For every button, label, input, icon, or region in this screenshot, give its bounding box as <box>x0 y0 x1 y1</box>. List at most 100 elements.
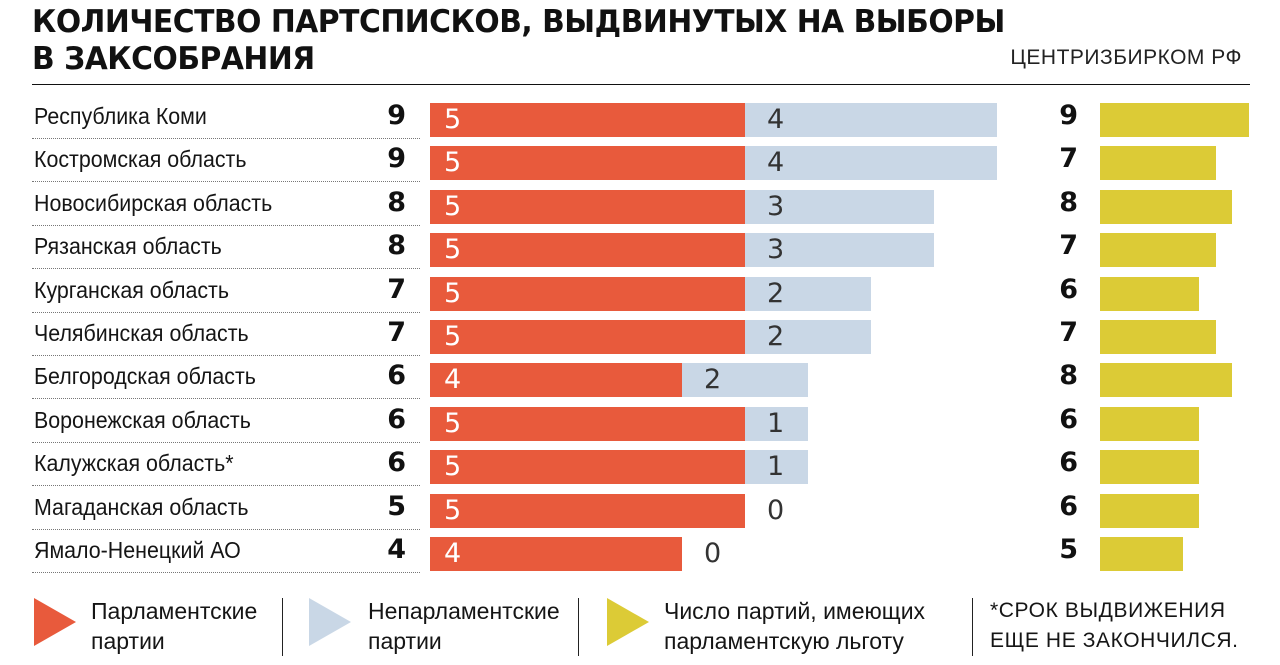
total-value: 5 <box>387 490 406 522</box>
region-label: Новосибирская область <box>34 189 273 216</box>
non-parliamentary-bar <box>745 320 871 354</box>
row-divider <box>32 181 420 183</box>
non-parliamentary-legend-label: Непарламентские партии <box>368 598 560 654</box>
parliamentary-value: 5 <box>444 190 462 222</box>
non-parliamentary-value: 1 <box>767 407 785 439</box>
parliamentary-bar <box>430 493 745 528</box>
benefit-value: 6 <box>1059 403 1078 435</box>
parliamentary-bar <box>430 189 745 224</box>
total-value: 6 <box>387 447 406 479</box>
region-label: Ямало-Ненецкий АО <box>34 537 241 563</box>
benefit-bar <box>1100 363 1232 398</box>
table-row: Новосибирская область 8 5 3 8 <box>0 184 1280 228</box>
chart-title: КОЛИЧЕСТВО ПАРТСПИСКОВ, ВЫДВИНУТЫХ НА ВЫ… <box>32 4 1005 77</box>
legend-divider <box>578 598 579 656</box>
benefit-bar <box>1100 189 1232 224</box>
non-parliamentary-bar <box>745 406 808 441</box>
benefit-bar <box>1100 233 1216 268</box>
parliamentary-bar <box>430 406 745 441</box>
parliamentary-value: 5 <box>444 277 462 309</box>
parliamentary-value: 5 <box>444 451 462 483</box>
row-divider <box>32 528 420 530</box>
total-value: 7 <box>387 317 406 348</box>
legend-divider <box>282 598 283 656</box>
benefit-value: 6 <box>1059 447 1078 479</box>
total-value: 9 <box>387 100 406 131</box>
table-row: Магаданская область 5 5 0 6 <box>0 488 1280 532</box>
non-parliamentary-legend-swatch <box>309 598 351 646</box>
benefit-value: 9 <box>1059 100 1078 131</box>
row-divider <box>32 485 420 487</box>
benefit-value: 8 <box>1059 186 1078 218</box>
total-value: 9 <box>387 143 406 175</box>
parliamentary-bar <box>430 450 745 485</box>
table-row: Челябинская область 7 5 2 7 <box>0 314 1280 358</box>
non-parliamentary-value: 4 <box>767 147 785 179</box>
benefit-bar <box>1100 537 1183 571</box>
parliamentary-bar <box>430 537 682 571</box>
non-parliamentary-value: 3 <box>767 190 785 222</box>
benefit-bar <box>1100 276 1199 311</box>
table-row: Рязанская область 8 5 3 7 <box>0 227 1280 271</box>
parliamentary-value: 5 <box>444 494 462 526</box>
benefit-bar <box>1100 103 1249 137</box>
legend-divider <box>972 598 973 656</box>
parliamentary-value: 5 <box>444 321 462 352</box>
row-divider <box>32 398 420 400</box>
parliamentary-bar <box>430 146 745 181</box>
region-label: Калужская область* <box>34 450 234 477</box>
region-label: Курганская область <box>34 276 230 303</box>
row-divider <box>32 224 420 226</box>
benefit-bar <box>1100 320 1216 354</box>
region-label: Магаданская область <box>34 493 249 520</box>
region-label: Воронежская область <box>34 406 251 433</box>
table-row: Костромская область 9 5 4 7 <box>0 140 1280 184</box>
total-value: 8 <box>387 230 406 262</box>
source-label: ЦЕНТРИЗБИРКОМ РФ <box>1010 46 1242 69</box>
region-label: Белгородская область <box>34 363 256 390</box>
table-row: Курганская область 7 5 2 6 <box>0 271 1280 315</box>
non-parliamentary-value: 0 <box>704 538 722 569</box>
parliamentary-value: 5 <box>444 407 462 439</box>
row-divider <box>32 138 420 139</box>
benefit-value: 7 <box>1059 317 1078 348</box>
parliamentary-value: 5 <box>444 147 462 179</box>
row-divider <box>32 311 420 313</box>
non-parliamentary-bar <box>682 363 808 398</box>
benefit-bar <box>1100 406 1199 441</box>
non-parliamentary-value: 3 <box>767 234 785 266</box>
parliamentary-bar <box>430 233 745 268</box>
benefit-value: 7 <box>1059 143 1078 175</box>
parliamentary-value: 4 <box>444 364 462 396</box>
parliamentary-bar <box>430 103 745 137</box>
total-value: 6 <box>387 360 406 392</box>
benefit-legend-swatch <box>607 598 649 646</box>
benefit-value: 8 <box>1059 360 1078 392</box>
benefit-bar <box>1100 146 1216 181</box>
row-divider <box>32 572 420 573</box>
non-parliamentary-value: 2 <box>767 321 785 352</box>
row-divider <box>32 441 420 443</box>
parliamentary-value: 5 <box>444 104 462 135</box>
region-label: Костромская область <box>34 146 247 173</box>
region-label: Рязанская область <box>34 233 222 260</box>
non-parliamentary-bar <box>745 276 871 311</box>
non-parliamentary-bar <box>745 189 934 224</box>
total-value: 8 <box>387 186 406 218</box>
benefit-value: 7 <box>1059 230 1078 262</box>
table-row: Воронежская область 6 5 1 6 <box>0 401 1280 445</box>
non-parliamentary-value: 2 <box>767 277 785 309</box>
parliamentary-value: 4 <box>444 538 462 569</box>
benefit-value: 6 <box>1059 273 1078 305</box>
table-row: Белгородская область 6 4 2 8 <box>0 357 1280 401</box>
table-row: Ямало-Ненецкий АО 4 4 0 5 <box>0 531 1280 575</box>
benefit-value: 5 <box>1059 534 1078 565</box>
legend: Парламентские партии Непарламентские пар… <box>0 590 1280 665</box>
total-value: 6 <box>387 403 406 435</box>
total-value: 4 <box>387 534 406 565</box>
region-label: Республика Коми <box>34 103 207 129</box>
non-parliamentary-bar <box>745 146 997 181</box>
region-label: Челябинская область <box>34 320 249 346</box>
non-parliamentary-bar <box>745 450 808 485</box>
parliamentary-bar <box>430 363 682 398</box>
